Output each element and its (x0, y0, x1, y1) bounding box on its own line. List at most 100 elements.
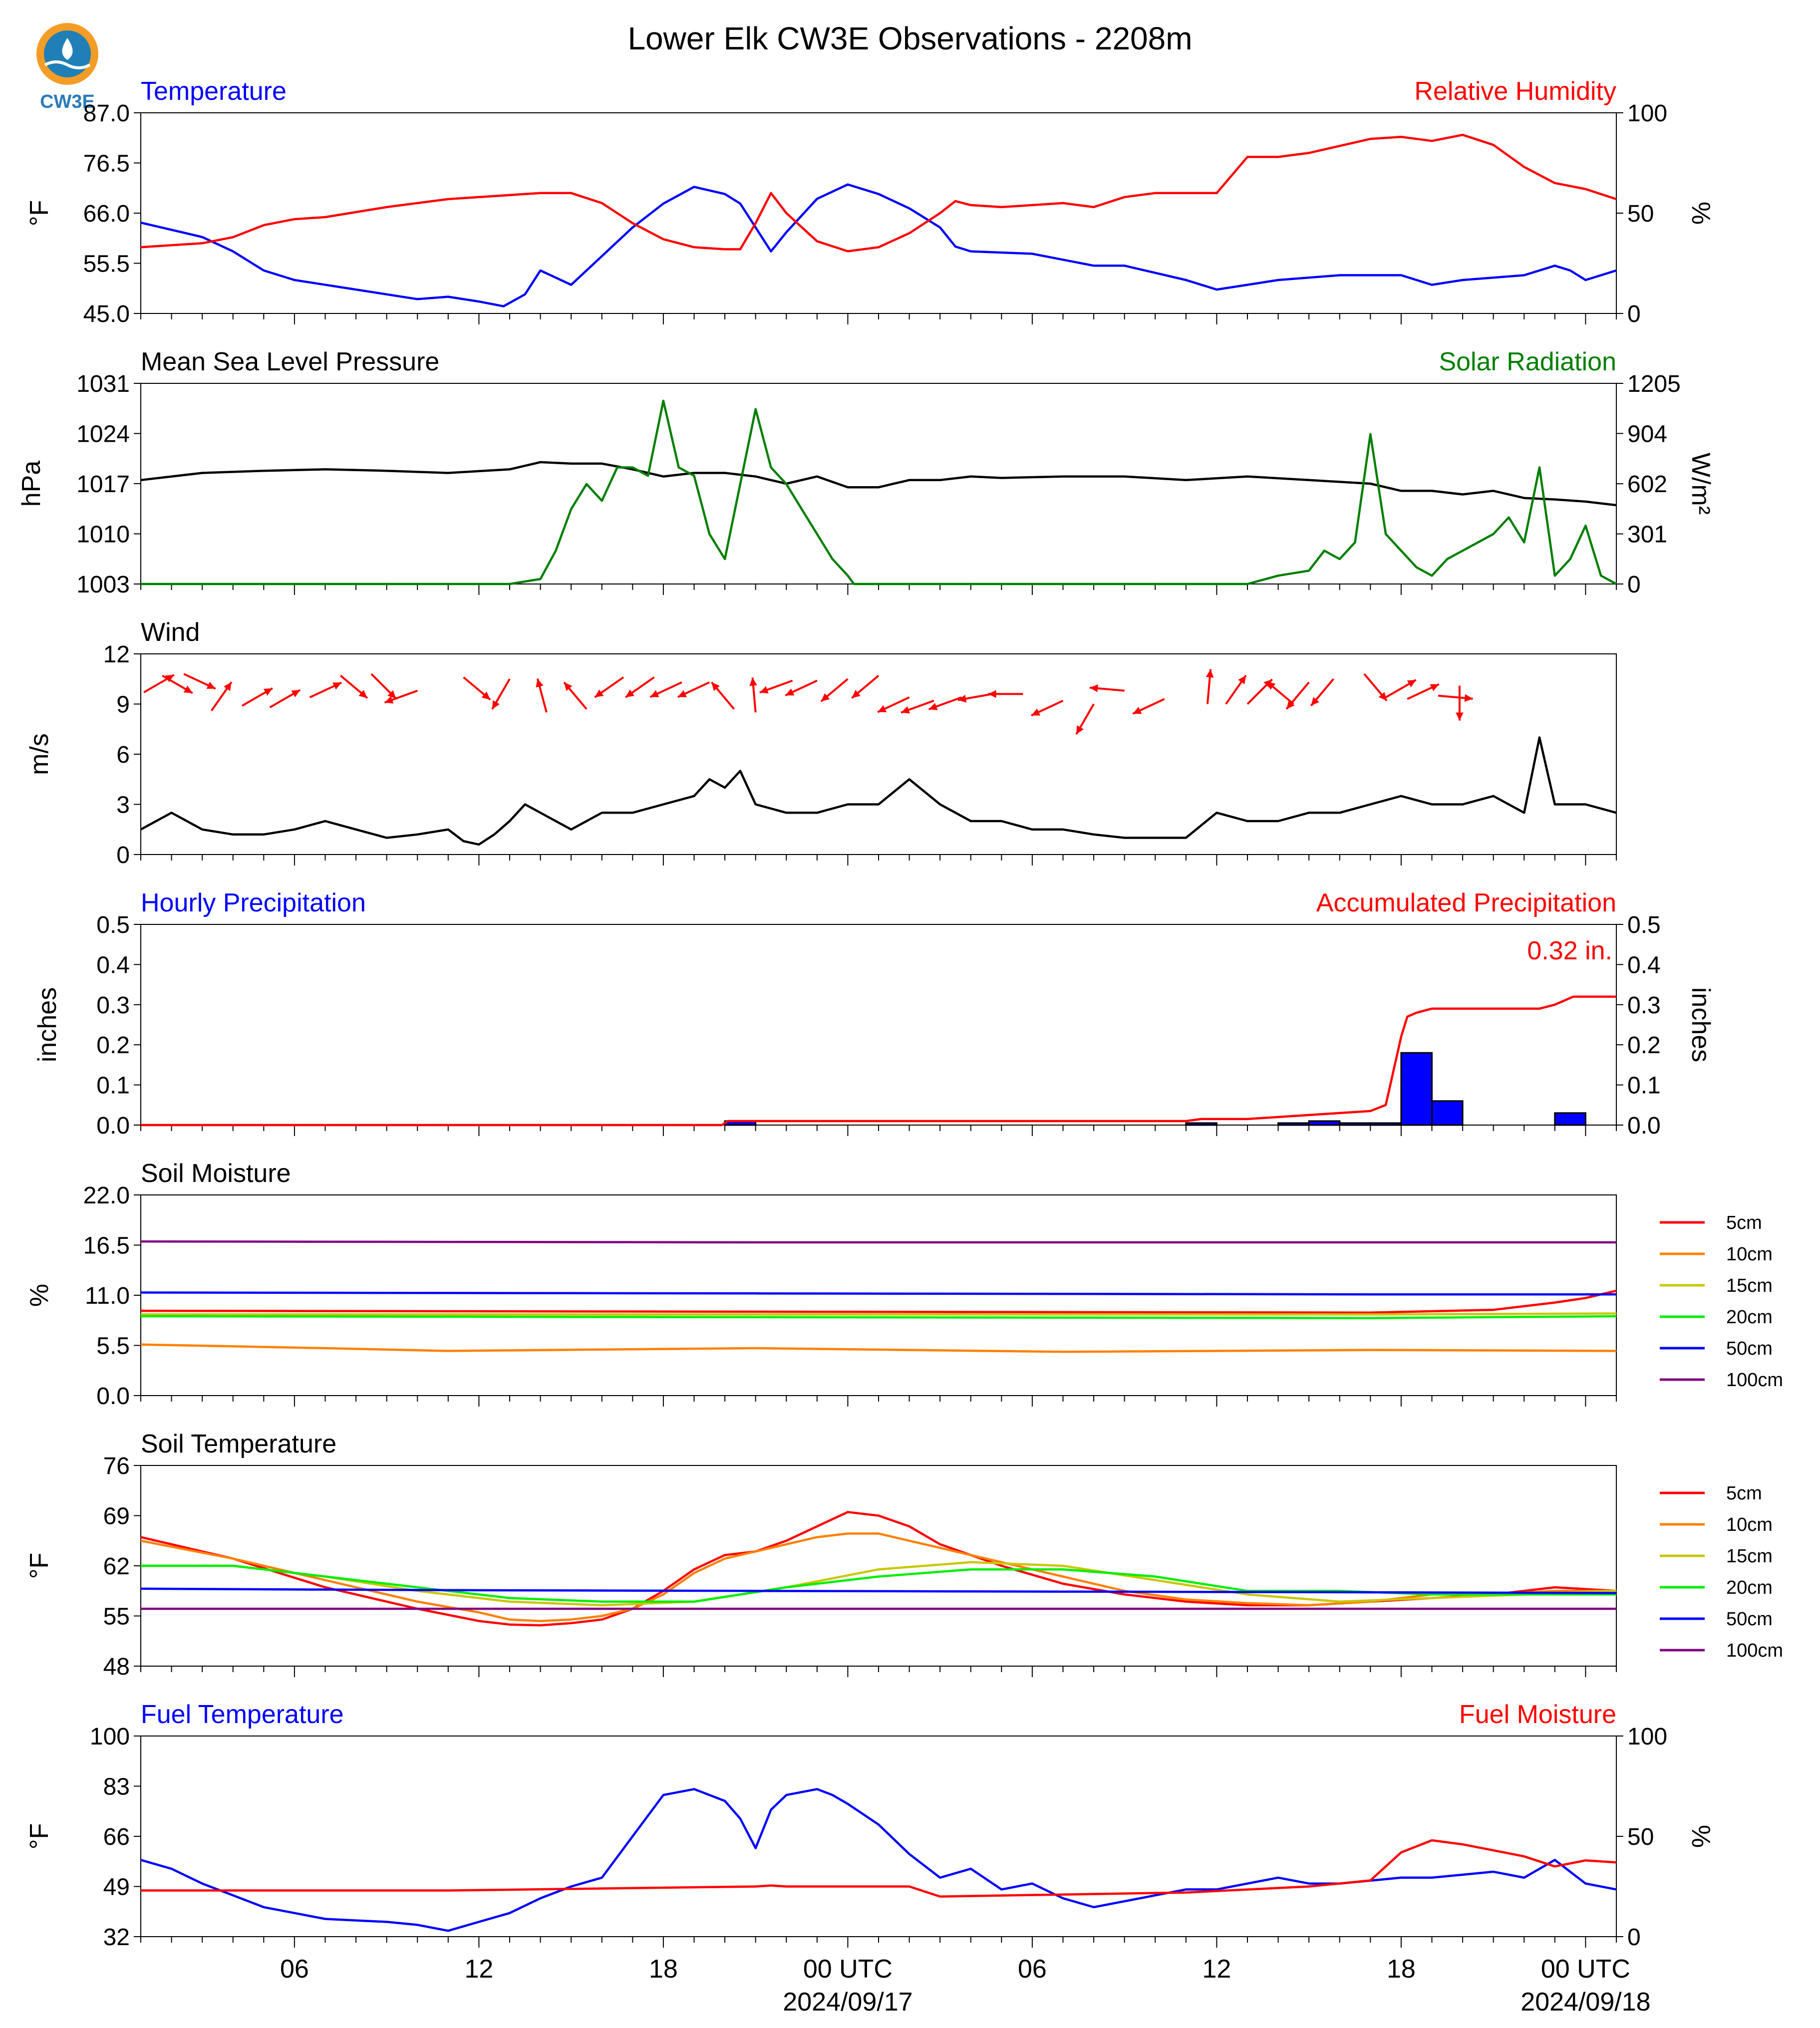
series-100cm (140, 1240, 1616, 1244)
y-tick-label: 49 (103, 1874, 130, 1901)
x-tick-label: 06 (1018, 1955, 1047, 1984)
y-tick-label: 6 (116, 742, 130, 768)
wind-arrowhead (711, 682, 720, 691)
series-mean-sea-level-pressure (140, 461, 1617, 507)
legend-label: 100cm (1726, 1370, 1783, 1391)
wind-arrowhead (332, 682, 342, 690)
legend-label: 10cm (1726, 1514, 1773, 1535)
panel-title-left: Wind (141, 618, 200, 647)
wind-arrowhead (1430, 684, 1439, 691)
wind-arrowhead (878, 705, 887, 712)
legend-label: 5cm (1726, 1483, 1762, 1504)
y-tick-label: 76.5 (83, 151, 130, 177)
x-tick-label: 06 (280, 1955, 309, 1984)
wind-arrowhead (957, 695, 967, 703)
y-tick-label: 66 (103, 1824, 130, 1850)
panel-title-left: Mean Sea Level Pressure (141, 347, 439, 376)
y-tick-label: 0.3 (96, 992, 130, 1019)
series-10cm (140, 1532, 1616, 1622)
y-tick-label: 87.0 (83, 100, 130, 127)
series-fuel-temperature (140, 1788, 1617, 1932)
wind-arrowhead (492, 700, 500, 709)
wind-arrowhead (165, 675, 174, 682)
y-tick-label: 0.4 (96, 952, 130, 978)
y2-tick-label: 0 (1627, 572, 1641, 598)
y-tick-label: 100 (90, 1724, 130, 1750)
y2-axis-label: % (1686, 1825, 1715, 1848)
x-tick-label: 18 (649, 1955, 678, 1984)
logo-drop-icon (62, 38, 73, 60)
wind-arrowhead (901, 706, 910, 714)
y-tick-label: 1010 (76, 522, 130, 548)
y2-tick-label: 50 (1627, 201, 1654, 227)
wind-arrowhead (821, 693, 830, 702)
y-tick-label: 1031 (76, 371, 130, 397)
legend-label: 5cm (1726, 1212, 1762, 1233)
panel-title-right: Fuel Moisture (1459, 1700, 1616, 1729)
y-tick-label: 3 (116, 792, 130, 819)
y-tick-label: 0.5 (96, 912, 130, 938)
x-tick-label: 18 (1387, 1955, 1416, 1984)
x-tick-label: 12 (1202, 1955, 1231, 1984)
precip-bar (1339, 1122, 1371, 1126)
wind-arrowhead (1266, 681, 1276, 690)
x-tick-label: 00 UTC (803, 1955, 893, 1984)
legend-label: 15cm (1726, 1275, 1773, 1296)
wind-arrowhead (988, 690, 996, 698)
y-axis-label: inches (33, 987, 62, 1062)
page-title: Lower Elk CW3E Observations - 2208m (627, 20, 1193, 56)
y-tick-label: 69 (103, 1503, 130, 1530)
panel-title-right: Relative Humidity (1414, 77, 1616, 106)
y-axis-label: % (25, 1284, 54, 1307)
wind-arrowhead (1206, 669, 1214, 678)
panel-title-left: Soil Temperature (141, 1430, 336, 1458)
precip-bar (1431, 1100, 1464, 1126)
y-tick-label: 83 (103, 1774, 130, 1800)
x-date-label: 2024/09/17 (783, 1988, 912, 2017)
wind-arrowhead (1456, 712, 1464, 721)
y-axis-label: °F (25, 1823, 54, 1850)
legend-label: 50cm (1726, 1609, 1773, 1630)
wind-arrowhead (650, 690, 659, 697)
precip-bar (1400, 1052, 1433, 1126)
y2-axis-label: % (1686, 202, 1715, 225)
y-tick-label: 11.0 (85, 1283, 130, 1309)
series-15cm (141, 1312, 1617, 1316)
y-tick-label: 0.1 (96, 1073, 130, 1099)
y-tick-label: 32 (103, 1924, 130, 1951)
wind-arrowhead (749, 677, 757, 686)
y-axis-label: °F (25, 1553, 54, 1579)
legend-label: 15cm (1726, 1546, 1773, 1567)
wind-arrowhead (387, 690, 396, 699)
panel-title-left: Soil Moisture (141, 1159, 291, 1188)
series-5cm (140, 1289, 1617, 1314)
panel-frame (140, 924, 1617, 1126)
wind-arrowhead (384, 696, 394, 704)
wind-arrowhead (759, 686, 769, 694)
precip-bar (1308, 1120, 1341, 1126)
y2-tick-label: 0.4 (1627, 952, 1661, 978)
y2-axis-label: W/m² (1686, 453, 1715, 515)
y2-tick-label: 1205 (1627, 371, 1681, 397)
cw3e-logo: CW3E (30, 19, 105, 112)
y2-tick-label: 0.1 (1627, 1073, 1661, 1099)
x-tick-label: 12 (464, 1955, 493, 1984)
series-15cm (141, 1561, 1617, 1607)
y2-tick-label: 602 (1627, 471, 1667, 498)
y2-tick-label: 0.5 (1627, 912, 1661, 938)
wind-arrowhead (677, 690, 687, 697)
wind-arrowhead (1133, 707, 1142, 714)
y-tick-label: 55.5 (83, 251, 130, 278)
panel-frame (140, 653, 1617, 855)
y-tick-label: 9 (116, 692, 130, 718)
series-solar-radiation (141, 399, 1617, 585)
wind-arrowhead (291, 690, 301, 698)
panel-frame (140, 112, 1617, 314)
y-tick-label: 16.5 (83, 1233, 130, 1259)
precip-bar (1277, 1122, 1310, 1126)
y2-tick-label: 0.0 (1627, 1113, 1661, 1139)
panel-frame (140, 1736, 1617, 1937)
y2-tick-label: 904 (1627, 421, 1667, 447)
y-tick-label: 12 (103, 641, 130, 668)
logo-text: CW3E (40, 91, 95, 112)
